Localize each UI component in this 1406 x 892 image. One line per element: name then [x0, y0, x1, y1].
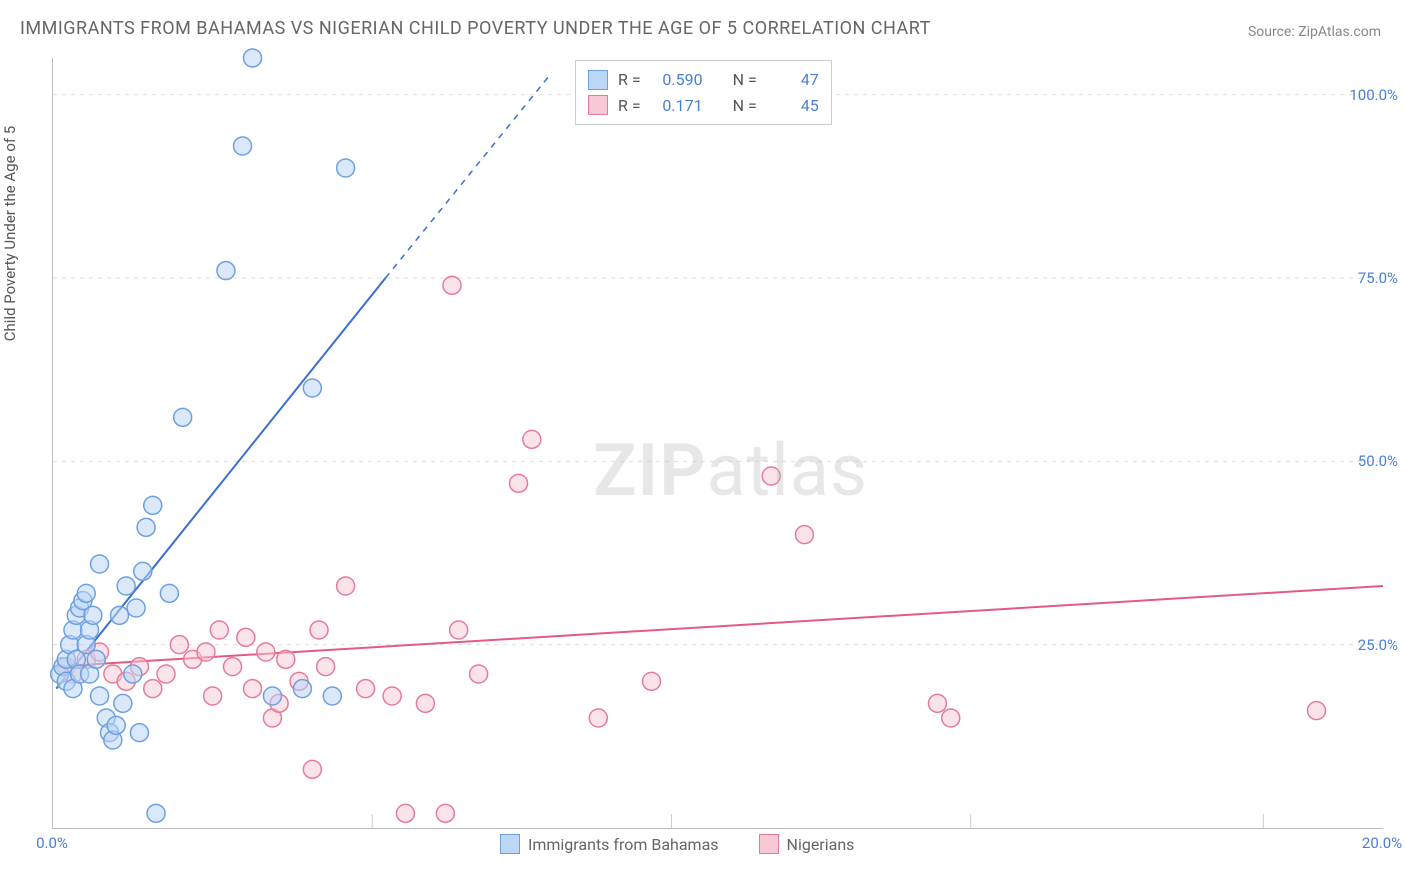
scatter-svg: [53, 58, 1383, 828]
stats-legend: R = 0.590 N = 47 R = 0.171 N = 45: [575, 60, 832, 125]
legend-item-b: Nigerians: [759, 834, 855, 854]
legend-label-a: Immigrants from Bahamas: [528, 835, 719, 854]
r-value-a: 0.590: [651, 67, 703, 93]
r-value-b: 0.171: [651, 93, 703, 119]
r-label: R =: [618, 93, 641, 119]
y-axis-label: Child Poverty Under the Age of 5: [1, 126, 19, 342]
plot-area: ZIPatlas: [52, 58, 1383, 829]
ytick: 25.0%: [1358, 636, 1398, 654]
legend-item-a: Immigrants from Bahamas: [500, 834, 719, 854]
n-label: N =: [733, 67, 757, 93]
swatch-series-b: [588, 95, 608, 115]
ytick: 75.0%: [1358, 269, 1398, 287]
r-label: R =: [618, 67, 641, 93]
swatch-series-b: [759, 834, 779, 854]
source-label: Source: ZipAtlas.com: [1248, 24, 1381, 40]
n-value-a: 47: [767, 67, 819, 93]
n-label: N =: [733, 93, 757, 119]
xtick: 20.0%: [1362, 834, 1402, 852]
swatch-series-a: [588, 70, 608, 90]
stats-row-b: R = 0.171 N = 45: [588, 93, 819, 119]
swatch-series-a: [500, 834, 520, 854]
stats-row-a: R = 0.590 N = 47: [588, 67, 819, 93]
n-value-b: 45: [767, 93, 819, 119]
xtick: 0.0%: [36, 834, 68, 852]
ytick: 50.0%: [1358, 452, 1398, 470]
bottom-legend: Immigrants from Bahamas Nigerians: [500, 834, 854, 854]
chart-title: IMMIGRANTS FROM BAHAMAS VS NIGERIAN CHIL…: [20, 18, 931, 39]
legend-label-b: Nigerians: [787, 835, 855, 854]
ytick: 100.0%: [1349, 86, 1398, 104]
